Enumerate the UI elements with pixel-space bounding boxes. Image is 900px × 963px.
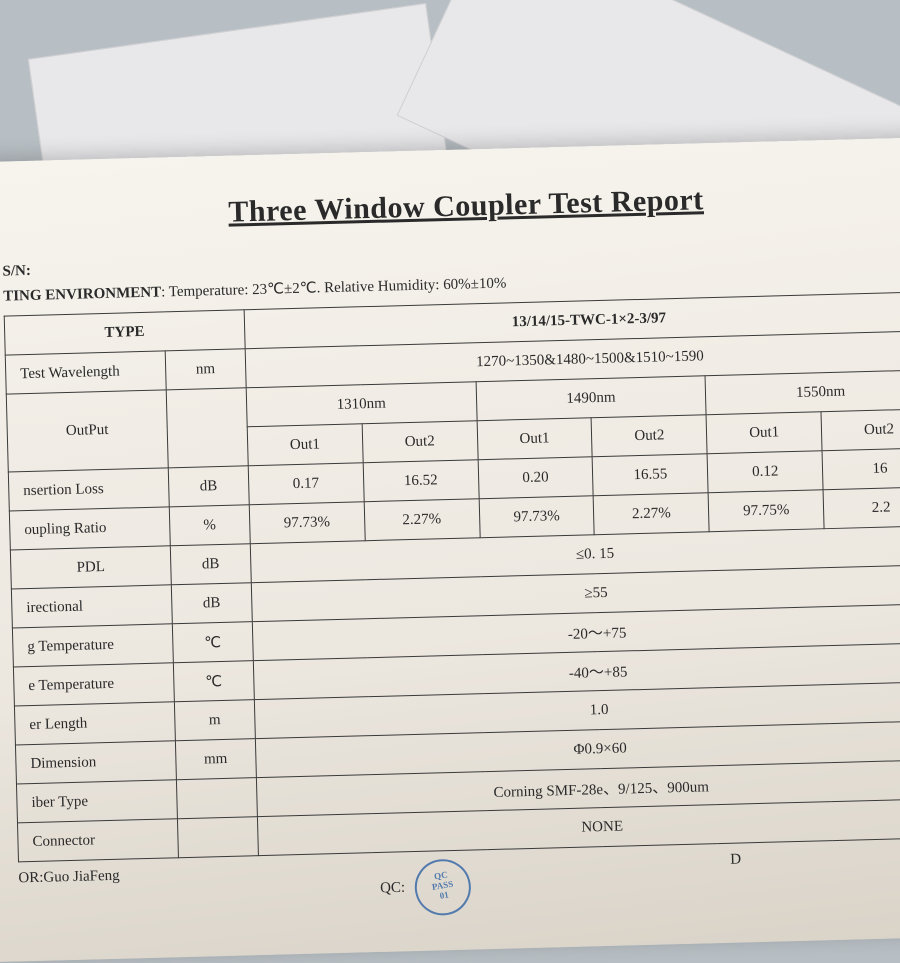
cell: 0.20 bbox=[478, 457, 594, 499]
out-col: Out2 bbox=[362, 421, 478, 463]
row-label: g Temperature bbox=[12, 624, 173, 667]
wavelength-col: 1310nm bbox=[246, 382, 477, 427]
report-sheet: Three Window Coupler Test Report S/N: TI… bbox=[0, 137, 900, 962]
date-field: D bbox=[730, 851, 742, 907]
wavelength-col: 1550nm bbox=[705, 370, 900, 415]
cell: 16.55 bbox=[592, 454, 708, 496]
cell: 0.17 bbox=[248, 463, 364, 505]
operator-field: OR:Guo JiaFeng bbox=[18, 868, 121, 927]
type-header: TYPE bbox=[4, 310, 245, 355]
row-label: Test Wavelength bbox=[5, 351, 166, 394]
row-unit: m bbox=[174, 700, 255, 741]
row-label: irectional bbox=[11, 585, 172, 628]
row-unit: nm bbox=[165, 349, 246, 390]
cell: 97.75% bbox=[708, 490, 824, 532]
out-col: Out2 bbox=[591, 415, 707, 457]
row-unit bbox=[166, 388, 248, 468]
row-label: PDL bbox=[10, 546, 171, 589]
cell: 16.52 bbox=[363, 460, 479, 502]
row-label: iber Type bbox=[16, 780, 177, 823]
row-label: er Length bbox=[14, 702, 175, 745]
cell: 97.73% bbox=[479, 496, 595, 538]
row-unit: dB bbox=[171, 583, 252, 624]
wavelength-col: 1490nm bbox=[476, 376, 707, 421]
row-label: oupling Ratio bbox=[9, 507, 170, 550]
row-label: OutPut bbox=[6, 390, 168, 472]
row-label: Dimension bbox=[15, 741, 176, 784]
qc-pass-stamp-icon: QC PASS 01 bbox=[411, 855, 475, 919]
qc-field: QC: QC PASS 01 bbox=[379, 859, 471, 917]
row-unit: ℃ bbox=[172, 622, 253, 663]
out-col: Out1 bbox=[247, 424, 363, 466]
row-label: nsertion Loss bbox=[8, 468, 169, 511]
cell: 2.2 bbox=[823, 487, 900, 529]
report-title: Three Window Coupler Test Report bbox=[1, 177, 900, 235]
env-label: TING ENVIRONMENT bbox=[3, 284, 161, 304]
row-unit: dB bbox=[170, 544, 251, 585]
out-col: Out2 bbox=[821, 409, 900, 451]
env-text: : Temperature: 23℃±2℃. Relative Humidity… bbox=[161, 275, 507, 300]
out-col: Out1 bbox=[706, 412, 822, 454]
cell: 2.27% bbox=[364, 499, 480, 541]
out-col: Out1 bbox=[477, 418, 593, 460]
row-unit: dB bbox=[168, 466, 249, 507]
row-unit bbox=[177, 817, 258, 858]
spec-table: TYPE 13/14/15-TWC-1×2-3/97 Test Waveleng… bbox=[4, 291, 900, 862]
row-unit bbox=[176, 778, 257, 819]
row-unit: % bbox=[169, 505, 250, 546]
cell: 16 bbox=[822, 448, 900, 490]
cell: 97.73% bbox=[249, 502, 365, 544]
row-unit: mm bbox=[175, 739, 256, 780]
cell: 2.27% bbox=[594, 493, 710, 535]
row-label: Connector bbox=[17, 819, 178, 862]
sn-label: S/N: bbox=[2, 263, 31, 280]
row-unit: ℃ bbox=[173, 661, 254, 702]
row-label: e Temperature bbox=[13, 663, 174, 706]
cell: 0.12 bbox=[707, 451, 823, 493]
